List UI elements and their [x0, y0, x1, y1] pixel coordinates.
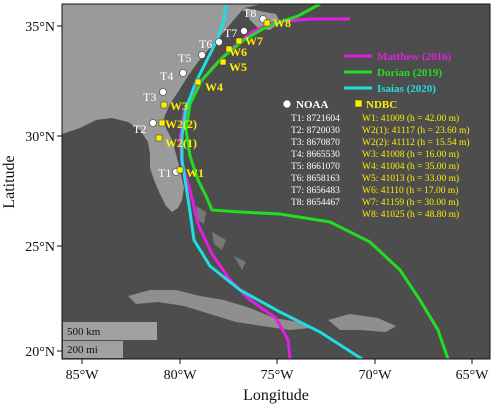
- y-tick: 30°N: [25, 130, 55, 145]
- label-w2-2: W2(2): [165, 117, 197, 131]
- ndbc-buoy-entry: W5: 41013 (h = 33.00 m): [362, 173, 459, 184]
- scale-bar-km: [63, 322, 157, 340]
- noaa-station-entry: T7: 8656483: [291, 186, 340, 196]
- buoy-w5: [219, 58, 227, 66]
- noaa-station-entry: T2: 8720030: [291, 126, 340, 136]
- label-w1: W1: [186, 166, 204, 180]
- label-t1: T1: [158, 166, 171, 180]
- ndbc-buoy-entry: W4: 41004 (h = 35.00 m): [362, 161, 459, 172]
- station-t4: [179, 69, 187, 77]
- station-t3: [159, 88, 167, 96]
- noaa-station-entry: T1: 8721604: [291, 114, 340, 124]
- x-tick: 70°W: [359, 368, 393, 383]
- label-t4: T4: [160, 69, 173, 83]
- ndbc-buoy-entry: W2(1): 41117 (h = 23.60 m): [362, 125, 470, 136]
- bahamas: [196, 206, 246, 270]
- y-tick: 25°N: [25, 240, 55, 255]
- x-tick: 85°W: [66, 368, 100, 383]
- y-tick: 35°N: [25, 20, 55, 35]
- noaa-station-labels: T1 T2 T3 T4 T5 T6 T7 T8: [133, 6, 256, 180]
- scale-label-mi: 200 mi: [67, 344, 98, 356]
- x-tick: 75°W: [261, 368, 295, 383]
- ndbc-list: NDBC W1: 41009 (h = 42.00 m) W2(1): 4111…: [354, 99, 470, 220]
- ndbc-buoys: [155, 19, 271, 174]
- plot-frame: [61, 3, 491, 360]
- track-isaias: [180, 4, 363, 359]
- label-t5: T5: [178, 51, 191, 65]
- x-tick: 65°W: [456, 368, 490, 383]
- ndbc-buoy-entry: W6: 41110 (h = 17.00 m): [362, 185, 458, 196]
- noaa-title: NOAA: [296, 99, 328, 111]
- ndbc-buoy-entry: W3: 41008 (h = 16.00 m): [362, 149, 459, 160]
- storm-legend: Matthew (2016) Dorian (2019) Isaias (202…: [344, 51, 452, 95]
- buoy-w8: [263, 19, 271, 27]
- label-w7: W7: [245, 34, 263, 48]
- ndbc-buoy-entry: W1: 41009 (h = 42.00 m): [362, 113, 459, 124]
- station-t2: [149, 119, 157, 127]
- buoy-w6: [225, 45, 233, 53]
- x-tick: 80°W: [164, 368, 198, 383]
- noaa-station-entry: T4: 8665530: [291, 150, 340, 160]
- x-axis: 85°W 80°W 75°W 70°W 65°W Longitude: [66, 359, 490, 404]
- label-w4: W4: [205, 80, 223, 94]
- legend-label-isaias: Isaias (2020): [377, 83, 436, 95]
- label-t2: T2: [133, 122, 146, 136]
- noaa-list: NOAA T1: 8721604 T2: 8720030 T3: 8670870…: [282, 99, 340, 208]
- y-tick: 20°N: [25, 345, 55, 360]
- noaa-station-entry: T3: 8670870: [291, 138, 340, 148]
- scale-bars: 500 km 200 mi: [63, 322, 157, 358]
- legend-label-dorian: Dorian (2019): [377, 67, 442, 79]
- station-t7: [240, 27, 248, 35]
- label-w8: W8: [273, 16, 291, 30]
- noaa-station-entry: T8: 8654467: [291, 198, 340, 208]
- y-axis-label: Latitude: [1, 155, 18, 208]
- label-t7: T7: [224, 26, 237, 40]
- y-axis: 35°N 30°N 25°N 20°N Latitude: [1, 20, 62, 360]
- label-t3: T3: [143, 90, 156, 104]
- label-w2-1: W2(1): [165, 136, 197, 150]
- noaa-station-entry: T6: 8658163: [291, 174, 340, 184]
- cuba: [128, 290, 310, 330]
- buoy-w2-1: [155, 134, 163, 142]
- noaa-station-entry: T5: 8661070: [291, 162, 340, 172]
- scale-bar-mi: [63, 341, 123, 358]
- label-t8: T8: [243, 6, 256, 20]
- x-axis-label: Longitude: [243, 387, 309, 404]
- ndbc-legend-marker: [354, 99, 363, 108]
- station-t5: [198, 51, 206, 59]
- label-w3: W3: [170, 99, 188, 113]
- ndbc-buoy-labels: W1 W2(1) W2(2) W3 W4 W5 W6 W7 W8: [165, 16, 291, 180]
- ndbc-buoy-entry: W2(2): 41112 (h = 15.54 m): [362, 137, 470, 148]
- ndbc-buoy-entry: W8: 41025 (h = 48.80 m): [362, 209, 459, 220]
- buoy-w1: [176, 166, 184, 174]
- ndbc-buoy-entry: W7: 41159 (h = 30.00 m): [362, 197, 459, 208]
- label-t6: T6: [199, 37, 212, 51]
- buoy-w4: [194, 78, 202, 86]
- hispaniola: [328, 314, 396, 332]
- noaa-legend-marker: [282, 99, 292, 109]
- buoy-w2-2: [158, 119, 166, 127]
- label-w5: W5: [229, 60, 247, 74]
- scale-label-km: 500 km: [67, 326, 101, 338]
- buoy-w3: [160, 101, 168, 109]
- station-t6: [215, 38, 223, 46]
- noaa-stations: [149, 15, 267, 176]
- buoy-w7: [235, 37, 243, 45]
- ndbc-title: NDBC: [366, 99, 397, 111]
- label-w6: W6: [229, 45, 247, 59]
- legend-label-matthew: Matthew (2016): [377, 51, 452, 63]
